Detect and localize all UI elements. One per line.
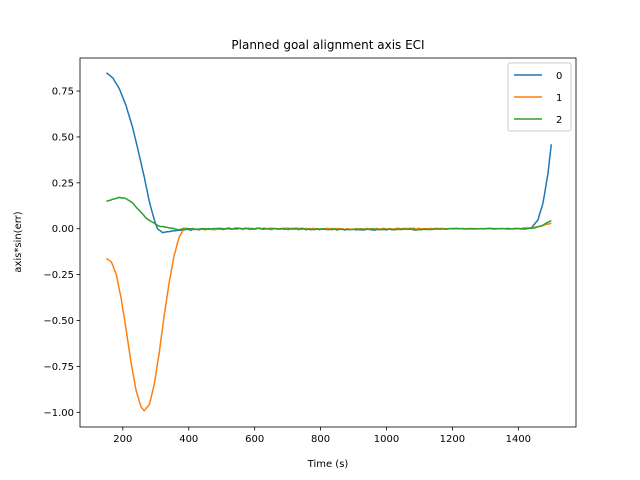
- y-tick-label: −1.00: [43, 408, 74, 419]
- legend-entries: 0 1 2: [514, 71, 562, 126]
- y-tick-label: 0.50: [52, 132, 74, 143]
- x-tick-label: 200: [113, 434, 132, 445]
- y-axis-label: axis*sin(err): [13, 211, 24, 272]
- y-tick-label: 0.25: [52, 178, 74, 189]
- legend: 0 1 2: [507, 62, 572, 132]
- x-tick-label: 1000: [374, 434, 399, 445]
- y-tick-label: −0.50: [43, 316, 74, 327]
- x-tick-label: 800: [311, 434, 330, 445]
- y-tick-label: −0.75: [43, 362, 74, 373]
- series-line-2: [106, 196, 552, 232]
- series-layer: [105, 72, 553, 412]
- y-axis-ticks: −1.00 −0.75 −0.50 −0.25 0.00 0.25 0.50 0.75: [43, 87, 80, 419]
- legend-label-2: 2: [556, 115, 562, 126]
- legend-label-0: 0: [556, 71, 562, 82]
- x-tick-label: 1200: [440, 434, 465, 445]
- y-tick-label: −0.25: [43, 270, 74, 281]
- plot-frame: [79, 57, 577, 428]
- x-axis-ticks: 200 400 600 800 1000 1200 1400: [113, 427, 531, 445]
- x-tick-label: 600: [245, 434, 264, 445]
- legend-label-1: 1: [556, 93, 562, 104]
- x-tick-label: 1400: [506, 434, 531, 445]
- x-tick-label: 400: [179, 434, 198, 445]
- x-axis-label: Time (s): [307, 459, 349, 470]
- plot-area: [79, 57, 577, 428]
- y-tick-label: 0.00: [52, 224, 74, 235]
- y-tick-label: 0.75: [52, 87, 74, 98]
- chart-title: Planned goal alignment axis ECI: [231, 38, 424, 52]
